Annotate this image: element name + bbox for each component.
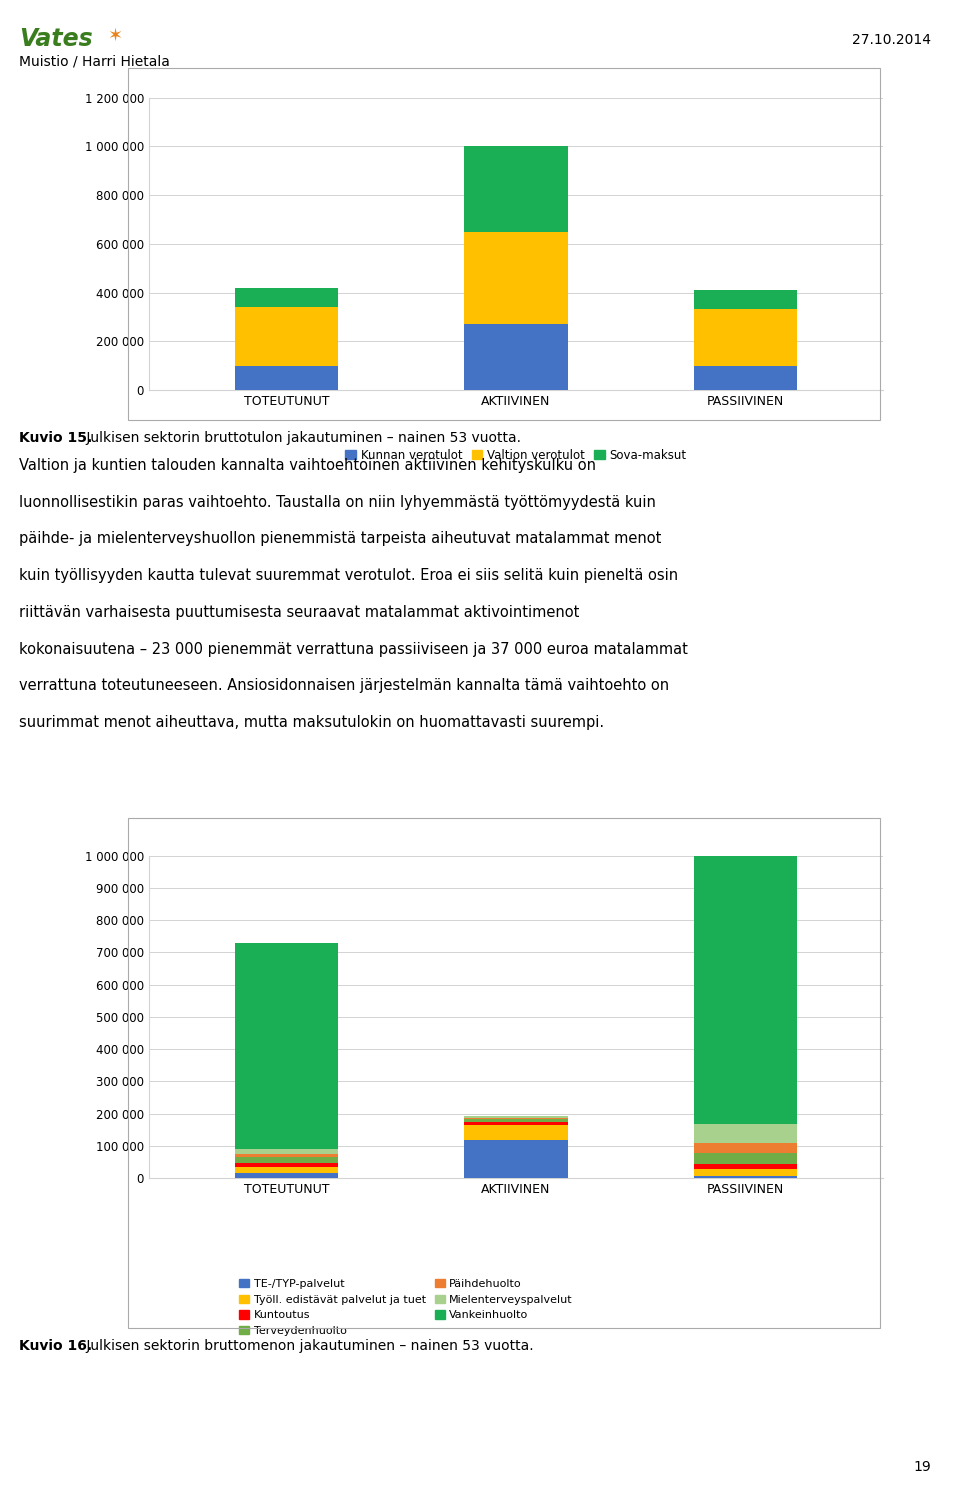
Bar <box>465 231 567 324</box>
Legend: TE-/TYP-palvelut, Työll. edistävät palvelut ja tuet, Kuntoutus, Terveydenhuolto,: TE-/TYP-palvelut, Työll. edistävät palve… <box>234 1274 577 1340</box>
Bar <box>465 1126 567 1139</box>
Text: Kuvio 15.: Kuvio 15. <box>19 431 92 444</box>
Bar <box>235 1163 338 1166</box>
Bar <box>694 1165 797 1169</box>
Text: verrattuna toteutuneeseen. Ansiosidonnaisen järjestelmän kannalta tämä vaihtoeht: verrattuna toteutuneeseen. Ansiosidonnai… <box>19 678 669 693</box>
Text: suurimmat menot aiheuttava, mutta maksutulokin on huomattavasti suurempi.: suurimmat menot aiheuttava, mutta maksut… <box>19 716 605 729</box>
Bar <box>694 1169 797 1175</box>
Text: päihde- ja mielenterveyshuollon pienemmistä tarpeista aiheutuvat matalammat meno: päihde- ja mielenterveyshuollon pienemmi… <box>19 531 661 546</box>
Bar <box>694 309 797 366</box>
Bar <box>235 1157 338 1163</box>
Bar <box>465 1118 567 1120</box>
Bar <box>694 290 797 309</box>
Bar <box>694 856 797 1124</box>
Text: 27.10.2014: 27.10.2014 <box>852 33 931 47</box>
Text: kuin työllisyyden kautta tulevat suuremmat verotulot. Eroa ei siis selitä kuin p: kuin työllisyyden kautta tulevat suuremm… <box>19 569 679 582</box>
Text: 19: 19 <box>914 1460 931 1474</box>
Bar <box>235 308 338 366</box>
Bar <box>235 288 338 308</box>
Text: kokonaisuutena – 23 000 pienemmät verrattuna passiiviseen ja 37 000 euroa matala: kokonaisuutena – 23 000 pienemmät verrat… <box>19 642 688 656</box>
Bar <box>465 1123 567 1126</box>
Bar <box>235 943 338 1150</box>
Text: Muistio / Harri Hietala: Muistio / Harri Hietala <box>19 54 170 68</box>
Text: luonnollisestikin paras vaihtoehto. Taustalla on niin lyhyemmästä työttömyydestä: luonnollisestikin paras vaihtoehto. Taus… <box>19 495 656 509</box>
Bar <box>465 1117 567 1118</box>
Text: ✶: ✶ <box>108 27 123 45</box>
Text: Julkisen sektorin bruttomenon jakautuminen – nainen 53 vuotta.: Julkisen sektorin bruttomenon jakautumin… <box>82 1339 533 1352</box>
Bar <box>235 1166 338 1174</box>
Bar <box>694 1144 797 1153</box>
Legend: Kunnan verotulot, Valtion verotulot, Sova-maksut: Kunnan verotulot, Valtion verotulot, Sov… <box>341 444 691 467</box>
Text: Kuvio 16.: Kuvio 16. <box>19 1339 92 1352</box>
Bar <box>694 366 797 390</box>
Bar <box>694 1153 797 1165</box>
Bar <box>694 1175 797 1178</box>
Text: Julkisen sektorin bruttotulon jakautuminen – nainen 53 vuotta.: Julkisen sektorin bruttotulon jakautumin… <box>82 431 520 444</box>
Bar <box>465 324 567 390</box>
Text: Valtion ja kuntien talouden kannalta vaihtoehtoinen aktiivinen kehityskulku on: Valtion ja kuntien talouden kannalta vai… <box>19 458 596 473</box>
Bar <box>465 1139 567 1178</box>
Bar <box>694 1124 797 1144</box>
Bar <box>235 366 338 390</box>
Bar <box>235 1150 338 1154</box>
Bar <box>235 1174 338 1178</box>
Bar <box>465 1120 567 1123</box>
Bar <box>235 1154 338 1157</box>
Text: riittävän varhaisesta puuttumisesta seuraavat matalammat aktivointimenot: riittävän varhaisesta puuttumisesta seur… <box>19 605 580 620</box>
Bar <box>465 146 567 231</box>
Text: Vates: Vates <box>19 27 93 51</box>
